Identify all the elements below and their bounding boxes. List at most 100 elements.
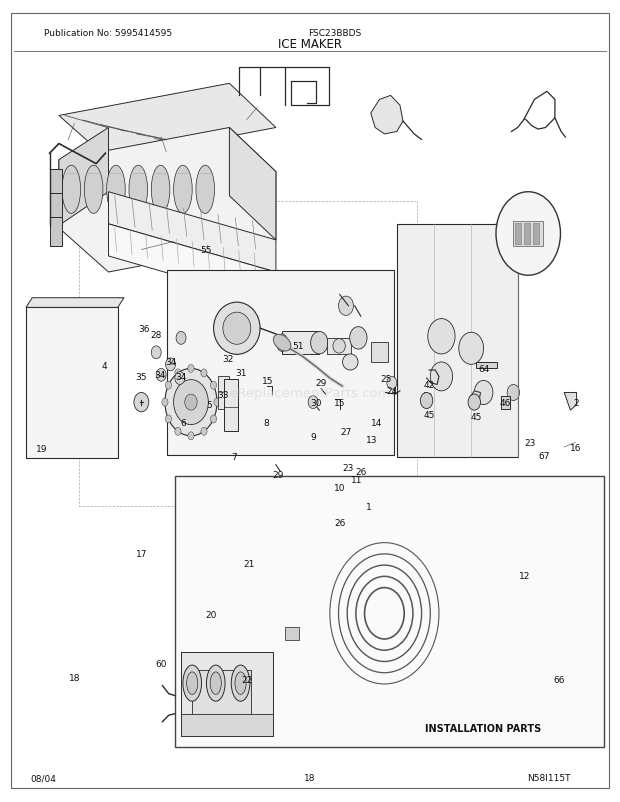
Polygon shape	[59, 128, 108, 226]
Bar	[371, 342, 388, 363]
Text: 11: 11	[351, 475, 362, 484]
Ellipse shape	[273, 335, 291, 351]
Text: 25: 25	[380, 374, 391, 383]
Text: 51: 51	[292, 342, 303, 351]
Ellipse shape	[107, 166, 125, 214]
Circle shape	[201, 427, 207, 435]
Text: 67: 67	[539, 451, 550, 460]
Polygon shape	[50, 170, 62, 199]
Polygon shape	[50, 194, 62, 223]
Circle shape	[134, 393, 149, 412]
Text: 24: 24	[386, 387, 397, 396]
Text: 14: 14	[371, 418, 383, 427]
Text: 34: 34	[175, 372, 187, 382]
Text: 19: 19	[37, 444, 48, 454]
Text: eReplacementParts.com: eReplacementParts.com	[229, 387, 391, 399]
Circle shape	[210, 382, 216, 390]
Circle shape	[156, 369, 166, 382]
Bar	[218, 377, 229, 409]
Text: 30: 30	[311, 398, 322, 407]
Circle shape	[308, 396, 318, 409]
Bar	[26, 308, 118, 459]
Circle shape	[474, 381, 493, 405]
Text: 26: 26	[334, 518, 345, 528]
Circle shape	[166, 358, 175, 371]
Text: 42: 42	[423, 380, 435, 390]
Text: 18: 18	[69, 673, 80, 683]
Text: 1: 1	[366, 502, 372, 512]
Ellipse shape	[84, 166, 103, 214]
Bar	[515, 224, 521, 245]
Bar	[524, 224, 530, 245]
Circle shape	[174, 380, 208, 425]
Bar	[167, 271, 394, 456]
Text: 21: 21	[244, 559, 255, 569]
Text: 15: 15	[262, 376, 273, 386]
Text: 2: 2	[574, 398, 580, 407]
Text: 66: 66	[554, 675, 565, 685]
Text: 28: 28	[151, 330, 162, 340]
Ellipse shape	[196, 166, 215, 214]
Circle shape	[428, 319, 455, 354]
Circle shape	[185, 395, 197, 411]
Circle shape	[188, 365, 194, 373]
Ellipse shape	[187, 672, 198, 695]
Text: 33: 33	[218, 390, 229, 399]
Ellipse shape	[235, 672, 246, 695]
Text: 27: 27	[340, 427, 352, 436]
Text: 9: 9	[310, 432, 316, 442]
Circle shape	[214, 399, 220, 407]
Polygon shape	[371, 96, 403, 135]
Text: 32: 32	[223, 354, 234, 364]
Polygon shape	[564, 393, 577, 411]
Circle shape	[162, 399, 168, 407]
Bar	[175, 476, 604, 747]
Text: 10: 10	[334, 483, 345, 492]
Text: 16: 16	[570, 443, 581, 452]
Text: 22: 22	[241, 675, 252, 685]
Ellipse shape	[62, 166, 81, 214]
Circle shape	[459, 333, 484, 365]
Circle shape	[166, 415, 172, 423]
Text: 17: 17	[136, 549, 147, 558]
Circle shape	[507, 385, 520, 401]
Text: 4: 4	[101, 361, 107, 371]
Text: 23: 23	[343, 463, 354, 472]
Bar	[79, 202, 417, 507]
Text: 23: 23	[525, 438, 536, 448]
Polygon shape	[59, 128, 276, 273]
Bar	[282, 332, 319, 354]
Bar	[397, 225, 518, 457]
Text: ICE MAKER: ICE MAKER	[278, 38, 342, 51]
Text: 55: 55	[200, 245, 211, 255]
Polygon shape	[50, 218, 62, 247]
Polygon shape	[59, 84, 276, 160]
Circle shape	[201, 370, 207, 378]
Circle shape	[339, 297, 353, 316]
Text: 34: 34	[154, 371, 166, 380]
Text: 45: 45	[471, 412, 482, 422]
Ellipse shape	[223, 313, 250, 345]
Circle shape	[350, 327, 367, 350]
Bar	[285, 627, 299, 640]
Text: 15: 15	[334, 398, 345, 407]
Circle shape	[176, 332, 186, 345]
Text: 18: 18	[304, 773, 316, 783]
Polygon shape	[229, 128, 276, 241]
Circle shape	[151, 346, 161, 359]
Bar	[533, 224, 539, 245]
Text: 08/04: 08/04	[30, 773, 56, 783]
Text: 6: 6	[180, 419, 186, 428]
Text: 5: 5	[206, 400, 213, 410]
Ellipse shape	[129, 166, 148, 214]
Ellipse shape	[210, 672, 221, 695]
Bar	[327, 338, 351, 354]
Text: 8: 8	[264, 419, 270, 428]
Text: 13: 13	[366, 435, 378, 444]
Bar	[513, 221, 543, 247]
Polygon shape	[501, 397, 510, 409]
Ellipse shape	[231, 666, 250, 701]
Text: 64: 64	[478, 364, 489, 374]
Text: 35: 35	[136, 372, 147, 382]
Bar	[224, 379, 238, 431]
